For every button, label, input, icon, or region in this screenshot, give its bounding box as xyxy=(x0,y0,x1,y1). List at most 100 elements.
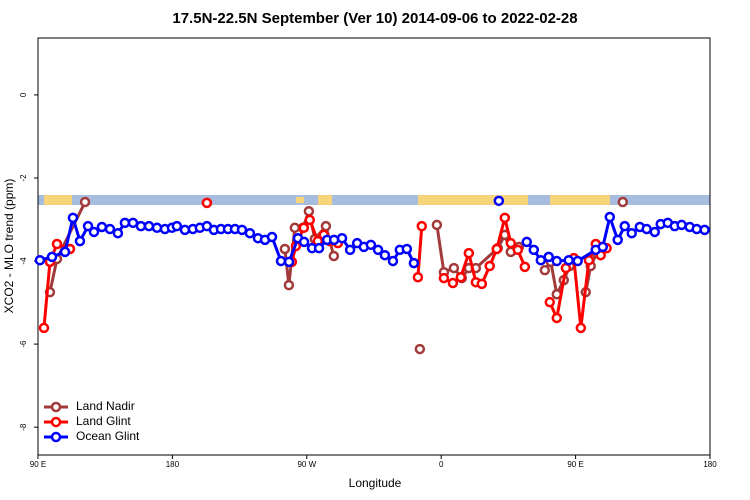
data-point xyxy=(649,226,660,238)
data-point xyxy=(283,279,295,291)
plot-frame xyxy=(37,37,711,456)
data-point xyxy=(543,251,554,263)
data-point xyxy=(463,247,475,259)
data-point xyxy=(505,237,517,249)
data-point xyxy=(551,312,563,324)
legend-marker xyxy=(50,416,62,428)
data-point xyxy=(135,220,147,232)
data-point xyxy=(499,212,511,224)
x-tick-label: 90 E xyxy=(567,460,583,469)
data-point xyxy=(583,254,595,266)
y-tick-label: 0 xyxy=(19,92,28,97)
data-point xyxy=(379,249,391,261)
data-point xyxy=(493,195,505,207)
data-point xyxy=(372,244,384,256)
data-point xyxy=(313,242,325,254)
data-point xyxy=(201,197,213,209)
data-point xyxy=(46,251,58,263)
data-point xyxy=(575,322,587,334)
data-point xyxy=(298,222,310,234)
data-point xyxy=(104,223,116,235)
data-point xyxy=(519,261,531,273)
data-point xyxy=(96,221,108,233)
data-point xyxy=(119,217,131,229)
data-point xyxy=(67,212,79,224)
data-point xyxy=(604,211,616,223)
data-point xyxy=(336,232,348,244)
data-point xyxy=(304,214,316,226)
data-point xyxy=(283,256,295,268)
data-point xyxy=(143,220,155,232)
data-point xyxy=(414,343,426,355)
data-point xyxy=(539,264,551,276)
data-point xyxy=(512,244,524,256)
data-point xyxy=(244,227,256,239)
data-point xyxy=(34,254,46,266)
data-point xyxy=(521,236,533,248)
data-point xyxy=(528,244,540,256)
x-tick-label: 90 E xyxy=(30,460,46,469)
x-tick-label: 90 W xyxy=(297,460,316,469)
data-point xyxy=(617,196,629,208)
y-tick-label: -6 xyxy=(19,340,28,348)
data-point xyxy=(641,223,652,235)
data-point xyxy=(484,260,495,272)
y-tick-label: -4 xyxy=(19,257,28,265)
data-point xyxy=(171,220,183,232)
data-point xyxy=(476,278,488,290)
data-point xyxy=(676,219,687,231)
data-point xyxy=(298,236,310,248)
data-point xyxy=(112,227,124,239)
legend-label: Ocean Glint xyxy=(76,429,140,443)
data-point xyxy=(448,262,460,274)
data-point xyxy=(412,271,424,283)
data-point xyxy=(438,272,450,284)
y-axis-label: XCO2 - MLO trend (ppm) xyxy=(2,179,16,314)
data-point xyxy=(88,226,100,238)
data-point xyxy=(279,243,291,255)
data-point xyxy=(74,235,86,247)
x-axis-label: Longitude xyxy=(349,476,402,490)
data-point xyxy=(612,234,623,246)
legend-marker xyxy=(50,401,62,413)
data-point xyxy=(619,220,630,232)
legend-label: Land Glint xyxy=(76,414,131,428)
data-point xyxy=(551,255,563,267)
data-point xyxy=(455,271,467,283)
data-point xyxy=(303,205,315,217)
chart-title: 17.5N-22.5N September (Ver 10) 2014-09-0… xyxy=(172,10,577,27)
map-strip xyxy=(38,195,710,205)
data-point xyxy=(387,255,399,267)
data-point xyxy=(408,257,420,269)
legend-label: Land Nadir xyxy=(76,399,135,413)
data-point xyxy=(699,224,710,236)
y-tick-label: -2 xyxy=(19,174,28,182)
data-point xyxy=(416,220,428,232)
data-point xyxy=(431,219,443,231)
data-point xyxy=(344,244,356,256)
data-point xyxy=(491,243,503,255)
data-point xyxy=(38,322,50,334)
data-point xyxy=(447,277,459,289)
x-tick-label: 180 xyxy=(703,460,717,469)
data-point xyxy=(401,243,413,255)
data-point xyxy=(151,222,163,234)
legend-marker xyxy=(50,431,62,443)
y-tick-label: -8 xyxy=(19,423,28,431)
data-point xyxy=(79,196,91,208)
data-point xyxy=(82,220,94,232)
data-point xyxy=(275,255,287,267)
data-point xyxy=(289,222,301,234)
data-point xyxy=(266,231,278,243)
data-point xyxy=(626,227,637,239)
data-point xyxy=(59,246,71,258)
data-point xyxy=(572,255,583,267)
data-point xyxy=(365,239,377,251)
x-tick-label: 180 xyxy=(166,460,180,469)
data-point xyxy=(51,238,63,250)
data-point xyxy=(563,254,574,266)
x-tick-label: 0 xyxy=(439,460,444,469)
data-point xyxy=(544,296,556,308)
data-point xyxy=(597,241,609,253)
